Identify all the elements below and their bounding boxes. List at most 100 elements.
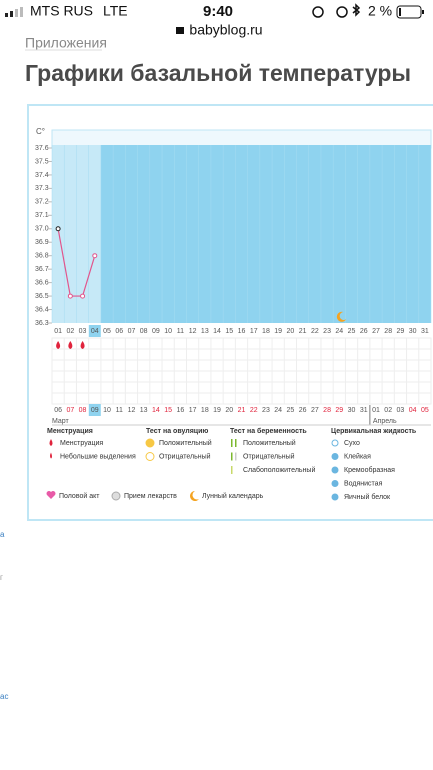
date-label: 20	[225, 407, 233, 414]
battery-tip	[422, 10, 424, 14]
x-tick-label: 15	[225, 328, 233, 335]
legend-group-title: Тест на беременность	[230, 427, 307, 435]
drop-icon	[80, 341, 85, 349]
legend-icon	[190, 491, 199, 501]
lock-icon	[176, 27, 184, 34]
date-label: 03	[397, 407, 405, 414]
x-tick-label: 11	[177, 328, 184, 335]
date-label: 06	[54, 407, 62, 414]
date-label: 07	[66, 407, 74, 414]
legend-item: Отрицательный	[159, 452, 211, 460]
date-label: 30	[348, 407, 356, 414]
battery-fill	[399, 8, 401, 16]
drop-icon	[56, 341, 61, 349]
legend-icon	[235, 439, 237, 447]
sidebar-fragment: а	[0, 530, 5, 539]
x-tick-label: 29	[397, 328, 405, 335]
battery	[396, 5, 422, 19]
legend-item: Кремообразная	[344, 466, 395, 474]
month-label: Март	[52, 418, 70, 425]
y-tick-label: 37.5	[35, 158, 49, 165]
time: 9:40	[203, 3, 233, 20]
y-tick-label: 37.2	[35, 199, 49, 206]
x-tick-label: 20	[287, 328, 295, 335]
legend-icon	[145, 438, 155, 448]
x-tick-label: 22	[311, 328, 319, 335]
date-label: 26	[299, 407, 307, 414]
x-tick-label: 02	[66, 328, 74, 335]
x-tick-label: 21	[299, 328, 307, 335]
x-tick-label: 04	[91, 328, 99, 335]
legend-icon	[331, 453, 339, 460]
date-label: 24	[274, 407, 282, 414]
date-label: 18	[201, 407, 209, 414]
plot-area	[52, 145, 431, 323]
legend-icon	[331, 480, 339, 487]
temperature-point	[55, 226, 61, 232]
legend-item: Отрицательный	[243, 452, 295, 460]
x-tick-label: 26	[360, 328, 368, 335]
legend-item: Положительный	[159, 439, 212, 447]
date-label: 21	[238, 407, 246, 414]
legend-group-title: Цервикальная жидкость	[331, 428, 417, 435]
y-tick-label: 37.0	[35, 226, 49, 233]
legend-item: Яичный белок	[344, 493, 391, 501]
date-label: 08	[79, 407, 87, 414]
x-tick-label: 01	[54, 328, 62, 335]
date-label: 19	[213, 407, 221, 414]
legend-icon	[111, 491, 121, 501]
date-label: 12	[128, 407, 136, 414]
y-tick-label: 37.6	[35, 145, 49, 152]
sidebar-fragment: г	[0, 573, 3, 582]
legend-item: Водянистая	[344, 480, 383, 487]
x-tick-label: 14	[213, 328, 221, 335]
date-label: 13	[140, 407, 148, 414]
legend-icon	[49, 439, 53, 446]
date-label: 22	[250, 407, 258, 414]
signal	[5, 7, 23, 17]
x-tick-label: 13	[201, 328, 209, 335]
legend-icon	[50, 452, 52, 459]
x-tick-label: 27	[372, 328, 380, 335]
date-label: 02	[384, 407, 392, 414]
month-label: Апрель	[373, 418, 397, 425]
date-label: 31	[360, 407, 368, 414]
date-label: 17	[189, 407, 197, 414]
y-tick-label: 36.8	[35, 253, 49, 260]
drop-icon	[68, 341, 73, 349]
x-tick-label: 03	[79, 328, 87, 335]
x-tick-label: 23	[323, 328, 331, 335]
legend-item: Прием лекарств	[124, 493, 177, 500]
x-tick-label: 09	[152, 328, 160, 335]
date-label: 09	[91, 407, 99, 414]
legend-item: Небольшие выделения	[60, 452, 136, 460]
moon-icon	[336, 311, 347, 322]
page-title: Графики базальной температуры	[25, 60, 411, 86]
legend-item: Менструация	[60, 440, 103, 447]
date-label: 15	[164, 407, 172, 414]
breadcrumb[interactable]: Приложения	[25, 35, 107, 51]
y-tick-label: 37.4	[35, 172, 49, 179]
y-tick-label: 36.9	[35, 239, 49, 246]
y-tick-label: 36.4	[35, 306, 49, 313]
url[interactable]: babyblog.ru	[189, 22, 262, 38]
legend-icon	[331, 466, 339, 474]
carrier: MTS RUS	[30, 3, 93, 19]
x-tick-label: 18	[262, 328, 270, 335]
x-tick-label: 10	[164, 328, 172, 335]
today-highlight	[88, 325, 101, 337]
x-tick-label: 05	[103, 328, 111, 335]
y-tick-label: 36.3	[35, 320, 49, 327]
temperature-point	[67, 293, 73, 299]
x-tick-label: 12	[189, 328, 197, 335]
date-label: 11	[116, 407, 123, 414]
legend-item: Клейкая	[344, 452, 371, 460]
legend-group-title: Менструация	[47, 428, 93, 435]
legend-icon	[231, 452, 233, 461]
status-icons	[312, 3, 361, 18]
date-label: 23	[262, 407, 270, 414]
legend-item: Сухо	[344, 440, 360, 447]
x-tick-label: 07	[128, 328, 136, 335]
date-label: 10	[103, 407, 111, 414]
